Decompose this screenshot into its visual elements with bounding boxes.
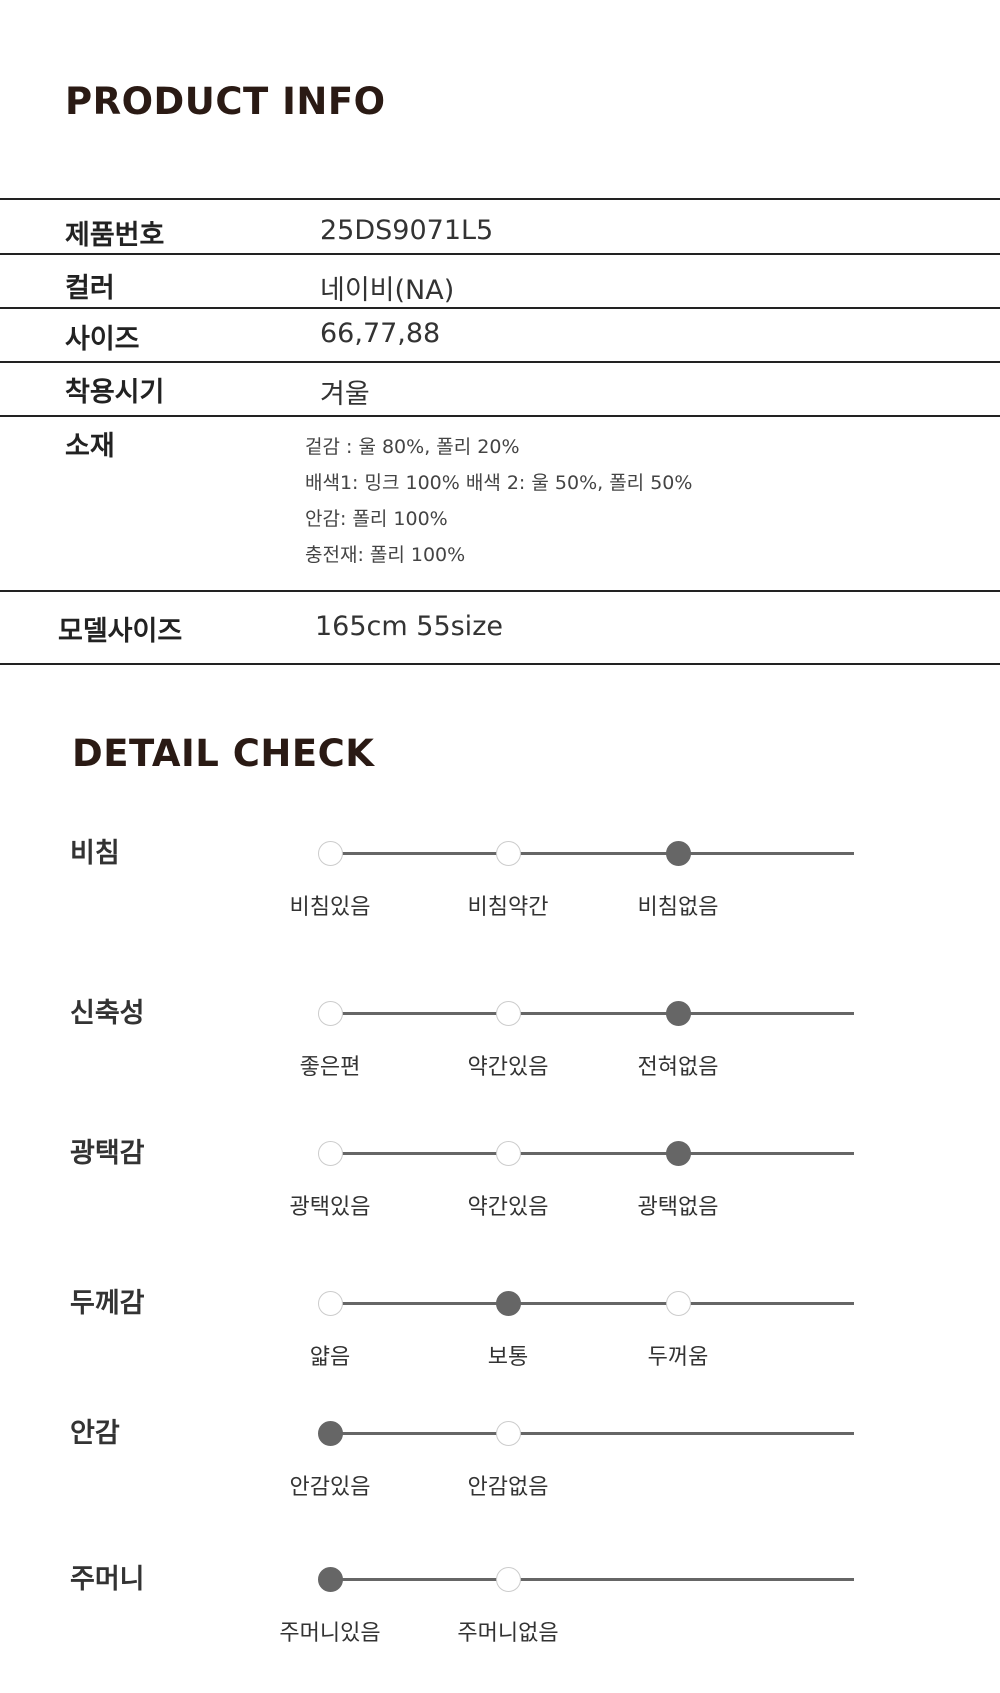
detail-scale-track — [330, 1578, 854, 1581]
detail-label: 두께감 — [70, 1288, 145, 1319]
divider — [0, 590, 1000, 592]
scale-option-label: 두꺼움 — [647, 1345, 709, 1370]
scale-option-label: 광택없음 — [637, 1195, 719, 1220]
divider — [0, 415, 1000, 417]
scale-dot — [318, 1141, 343, 1166]
detail-scale-track — [330, 1432, 854, 1435]
row-value: 25DS9071L5 — [320, 215, 494, 246]
divider — [0, 307, 1000, 309]
detail-scale-track — [330, 1302, 854, 1305]
scale-dot-selected — [666, 1141, 691, 1166]
detail-scale-track — [330, 1012, 854, 1015]
scale-dot — [318, 1001, 343, 1026]
scale-option-label: 안감있음 — [289, 1475, 371, 1500]
row-value: 겨울 — [320, 379, 370, 410]
scale-dot — [318, 1291, 343, 1316]
material-line: 충전재: 폴리 100% — [305, 544, 466, 566]
scale-dot-selected — [318, 1567, 343, 1592]
material-line: 안감: 폴리 100% — [305, 508, 448, 530]
divider — [0, 361, 1000, 363]
scale-dot — [318, 841, 343, 866]
row-label: 제품번호 — [65, 220, 165, 251]
scale-option-label: 보통 — [487, 1345, 529, 1370]
scale-dot — [666, 1291, 691, 1316]
detail-label: 주머니 — [70, 1564, 145, 1595]
row-label: 사이즈 — [65, 324, 140, 355]
scale-dot — [496, 1421, 521, 1446]
material-label: 소재 — [65, 431, 115, 462]
detail-label: 신축성 — [70, 998, 145, 1029]
scale-dot — [496, 1567, 521, 1592]
scale-option-label: 광택있음 — [289, 1195, 371, 1220]
scale-option-label: 전혀없음 — [637, 1055, 719, 1080]
scale-dot — [496, 1001, 521, 1026]
row-value: 66,77,88 — [320, 318, 441, 349]
scale-dot-selected — [496, 1291, 521, 1316]
scale-option-label: 주머니있음 — [279, 1621, 381, 1646]
scale-option-label: 약간있음 — [467, 1195, 549, 1220]
scale-dot-selected — [666, 841, 691, 866]
divider — [0, 663, 1000, 665]
scale-dot-selected — [666, 1001, 691, 1026]
detail-scale-track — [330, 1152, 854, 1155]
material-line: 겉감 : 울 80%, 폴리 20% — [305, 436, 520, 458]
model-value: 165cm 55size — [315, 611, 503, 642]
model-label: 모델사이즈 — [58, 616, 183, 647]
detail-check-title: DETAIL CHECK — [72, 732, 375, 775]
divider — [0, 253, 1000, 255]
detail-label: 광택감 — [70, 1138, 145, 1169]
detail-scale-track — [330, 852, 854, 855]
scale-option-label: 비침약간 — [467, 895, 549, 920]
product-info-title: PRODUCT INFO — [65, 80, 386, 123]
scale-option-label: 안감없음 — [467, 1475, 549, 1500]
row-value: 네이비(NA) — [320, 275, 455, 306]
scale-option-label: 주머니없음 — [457, 1621, 559, 1646]
scale-dot-selected — [318, 1421, 343, 1446]
scale-option-label: 약간있음 — [467, 1055, 549, 1080]
row-label: 착용시기 — [65, 377, 165, 408]
material-line: 배색1: 밍크 100% 배색 2: 울 50%, 폴리 50% — [305, 472, 693, 494]
row-label: 컬러 — [65, 273, 115, 304]
detail-label: 비침 — [70, 838, 120, 869]
detail-label: 안감 — [70, 1418, 120, 1449]
scale-option-label: 비침있음 — [289, 895, 371, 920]
scale-option-label: 좋은편 — [299, 1055, 361, 1080]
scale-option-label: 얇음 — [309, 1345, 351, 1370]
divider — [0, 198, 1000, 200]
scale-dot — [496, 1141, 521, 1166]
scale-option-label: 비침없음 — [637, 895, 719, 920]
scale-dot — [496, 841, 521, 866]
